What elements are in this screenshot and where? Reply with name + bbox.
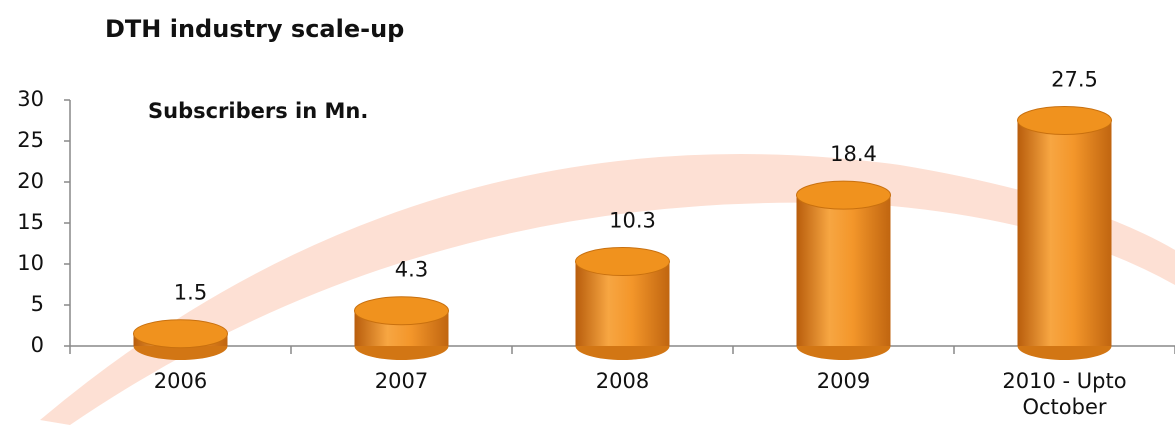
chart-subtitle: Subscribers in Mn. <box>148 99 368 123</box>
x-tick-label: 2007 <box>374 369 429 393</box>
y-tick-label: 20 <box>17 169 44 193</box>
chart-title: DTH industry scale-up <box>105 15 404 43</box>
bar <box>1017 120 1112 346</box>
cylinder-top <box>575 247 670 277</box>
value-label: 4.3 <box>395 258 428 282</box>
y-tick-label: 30 <box>17 87 44 111</box>
value-label: 10.3 <box>609 209 656 233</box>
y-tick-label: 0 <box>31 333 44 357</box>
cylinder-top <box>796 180 891 210</box>
y-tick-label: 25 <box>17 128 44 152</box>
bar <box>796 195 891 346</box>
x-tick-label: 2006 <box>153 369 208 393</box>
y-tick-label: 10 <box>17 251 44 275</box>
value-label: 27.5 <box>1051 68 1098 92</box>
cylinder-top <box>354 296 449 326</box>
y-tick-label: 15 <box>17 210 44 234</box>
y-tick-label: 5 <box>31 292 44 316</box>
x-tick-label: 2008 <box>595 369 650 393</box>
value-label: 18.4 <box>830 142 877 166</box>
cylinder-top <box>1017 106 1112 135</box>
cylinder-top <box>133 319 228 349</box>
value-label: 1.5 <box>174 281 207 305</box>
x-tick-label: 2010 - Upto October <box>1002 369 1127 419</box>
x-tick-label: 2009 <box>816 369 871 393</box>
swoosh <box>40 154 1175 425</box>
